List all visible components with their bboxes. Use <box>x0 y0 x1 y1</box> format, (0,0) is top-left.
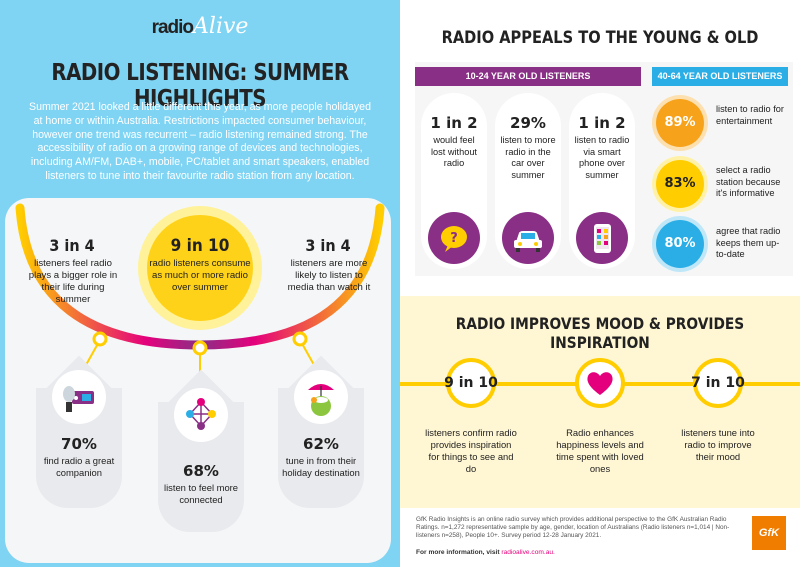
drop-text: tune in from their holiday destination <box>282 455 360 478</box>
old-text: select a radio station because it's info… <box>716 165 781 199</box>
left-intro: Summer 2021 looked a little different th… <box>29 101 371 182</box>
smartphone-icon <box>576 212 628 264</box>
right-stat: 3 in 4 <box>305 236 351 255</box>
mood-circle <box>446 358 496 408</box>
young-stat: 1 in 2 <box>578 114 626 132</box>
footer-more: For more information, visit radioalive.c… <box>416 549 736 556</box>
right-title: RADIO APPEALS TO THE YOUNG & OLD <box>441 28 759 48</box>
mood-text: listeners tune into radio to improve the… <box>681 427 755 462</box>
mood-text: Radio enhances happiness levels and time… <box>556 427 644 474</box>
old-text: agree that radio keeps them up-to-date <box>716 226 781 260</box>
old-text: listen to radio for entertainment <box>716 104 784 126</box>
young-text: would feel lost without radio <box>431 135 477 169</box>
mood-stat: 9 in 10 <box>444 375 498 391</box>
left-stat-text: listeners feel radio plays a bigger role… <box>28 258 118 305</box>
drop-text: listen to feel more connected <box>164 482 238 505</box>
holiday-drink-icon <box>294 370 348 424</box>
center-circle <box>147 215 253 321</box>
footer-more-label: For more information, visit <box>416 549 500 556</box>
young-stat: 29% <box>510 114 546 132</box>
old-circle <box>656 220 704 268</box>
old-circle <box>656 99 704 147</box>
heart-icon <box>575 358 625 408</box>
young-stat: 1 in 2 <box>430 114 478 132</box>
old-stat: 83% <box>664 176 696 191</box>
mood-stat: 7 in 10 <box>691 375 745 391</box>
footer-link[interactable]: radioalive.com.au. <box>501 549 555 556</box>
logo-radio: radio <box>151 17 194 38</box>
logo-alive: Alive <box>193 14 249 39</box>
left-title: RADIO LISTENING: SUMMER HIGHLIGHTS <box>51 60 349 112</box>
question-bubble-icon: ? <box>428 212 480 264</box>
footer-note: GfK Radio Insights is an online radio su… <box>416 516 730 540</box>
old-stat: 89% <box>664 115 696 130</box>
mood-circle <box>693 358 743 408</box>
radio-speaker-icon <box>52 370 106 424</box>
car-icon <box>502 212 554 264</box>
old-circle <box>656 160 704 208</box>
mood-text: listeners confirm radio provides inspira… <box>425 427 517 474</box>
svg-text:?: ? <box>450 231 458 246</box>
young-text: listen to radio via smart phone over sum… <box>574 135 630 180</box>
young-label: 10-24 YEAR OLD LISTENERS <box>415 67 641 86</box>
drop-stat: 70% <box>61 435 97 453</box>
gfk-logo: GfK <box>752 516 786 550</box>
logo: radioAlive <box>0 14 400 39</box>
mood-title: RADIO IMPROVES MOOD & PROVIDES INSPIRATI… <box>455 314 745 352</box>
center-stat: 9 in 10 <box>170 236 230 256</box>
drop-stat: 62% <box>303 435 339 453</box>
right-stat-text: listeners are more likely to listen to m… <box>287 258 371 293</box>
drop-stat: 68% <box>183 462 219 480</box>
center-text: radio listeners consume as much or more … <box>149 258 251 294</box>
drop-text: find radio a great companion <box>43 455 115 478</box>
left-stat: 3 in 4 <box>49 236 95 255</box>
old-stat: 80% <box>664 236 696 251</box>
young-text: listen to more radio in the car over sum… <box>500 135 556 180</box>
network-icon <box>174 388 228 442</box>
old-label: 40-64 YEAR OLD LISTENERS <box>652 67 788 86</box>
